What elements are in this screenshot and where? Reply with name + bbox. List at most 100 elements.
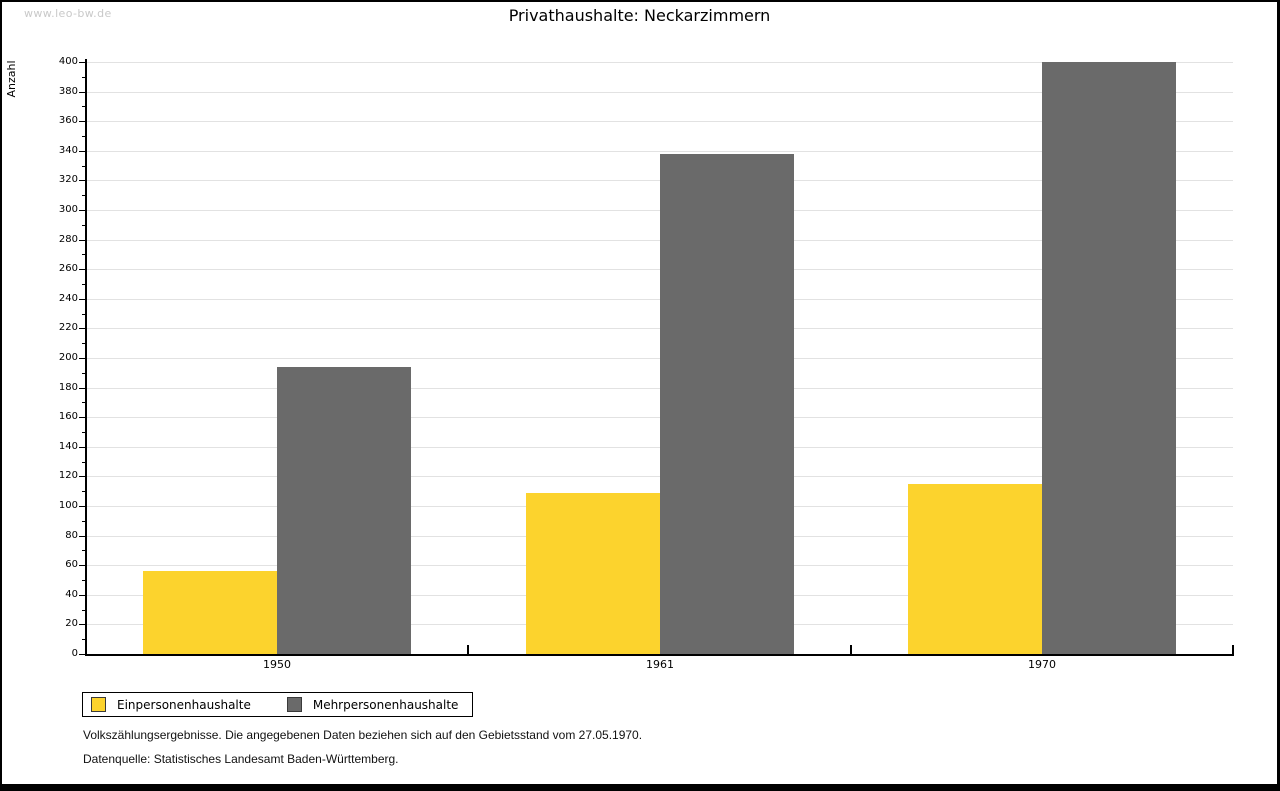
y-tick-label-100: 100 (58, 500, 78, 511)
y-gridline-240 (86, 299, 1233, 300)
footnote-data-source: Datenquelle: Statistisches Landesamt Bad… (83, 752, 399, 766)
y-axis-line (85, 59, 87, 656)
y-minor-tick-90 (82, 521, 86, 522)
y-tick-120 (79, 476, 86, 477)
y-tick-220 (79, 328, 86, 329)
y-gridline-120 (86, 476, 1233, 477)
y-gridline-200 (86, 358, 1233, 359)
y-tick-300 (79, 210, 86, 211)
y-tick-60 (79, 565, 86, 566)
y-gridline-400 (86, 62, 1233, 63)
y-tick-140 (79, 447, 86, 448)
chart-title: Privathaushalte: Neckarzimmern (508, 6, 771, 25)
y-tick-320 (79, 180, 86, 181)
x-category-tick-3 (1232, 645, 1234, 654)
y-tick-label-300: 300 (58, 204, 78, 215)
legend-swatch-einpersonenhaushalte (91, 697, 106, 712)
x-tick-label-1961: 1961 (646, 658, 674, 671)
y-tick-label-240: 240 (58, 293, 78, 304)
y-gridline-140 (86, 447, 1233, 448)
y-minor-tick-270 (82, 254, 86, 255)
y-tick-label-0: 0 (71, 648, 78, 659)
y-tick-40 (79, 595, 86, 596)
bar-mehrpersonenhaushalte-1961 (660, 154, 794, 654)
bar-mehrpersonenhaushalte-1970 (1042, 62, 1176, 654)
legend-swatch-mehrpersonenhaushalte (286, 697, 302, 712)
y-tick-80 (79, 536, 86, 537)
y-tick-label-380: 380 (58, 86, 78, 97)
y-tick-label-400: 400 (58, 56, 78, 67)
y-tick-label-40: 40 (65, 589, 78, 600)
y-gridline-280 (86, 240, 1233, 241)
y-minor-tick-150 (82, 432, 86, 433)
y-tick-label-180: 180 (58, 382, 78, 393)
y-tick-240 (79, 299, 86, 300)
y-tick-160 (79, 417, 86, 418)
bar-einpersonenhaushalte-1961 (526, 493, 660, 654)
y-tick-label-80: 80 (65, 530, 78, 541)
y-tick-0 (79, 654, 86, 655)
y-tick-label-60: 60 (65, 559, 78, 570)
y-minor-tick-190 (82, 373, 86, 374)
y-tick-label-160: 160 (58, 411, 78, 422)
y-tick-260 (79, 269, 86, 270)
y-minor-tick-130 (82, 462, 86, 463)
y-gridline-360 (86, 121, 1233, 122)
y-minor-tick-330 (82, 166, 86, 167)
legend-box: Einpersonenhaushalte Mehrpersonenhaushal… (82, 692, 474, 717)
y-tick-label-360: 360 (58, 115, 78, 126)
y-gridline-320 (86, 180, 1233, 181)
y-minor-tick-250 (82, 284, 86, 285)
y-minor-tick-350 (82, 136, 86, 137)
x-category-tick-1 (467, 645, 469, 654)
y-minor-tick-390 (82, 77, 86, 78)
bar-einpersonenhaushalte-1950 (143, 571, 277, 654)
y-tick-label-220: 220 (58, 322, 78, 333)
y-tick-label-120: 120 (58, 470, 78, 481)
y-tick-label-260: 260 (58, 263, 78, 274)
y-gridline-300 (86, 210, 1233, 211)
x-axis-line (85, 654, 1234, 656)
legend-label-einpersonenhaushalte: Einpersonenhaushalte (117, 697, 251, 712)
y-minor-tick-170 (82, 402, 86, 403)
y-tick-label-20: 20 (65, 618, 78, 629)
y-minor-tick-10 (82, 639, 86, 640)
bar-mehrpersonenhaushalte-1950 (277, 367, 411, 654)
y-gridline-220 (86, 328, 1233, 329)
y-tick-20 (79, 624, 86, 625)
y-tick-label-320: 320 (58, 174, 78, 185)
y-minor-tick-30 (82, 610, 86, 611)
bar-einpersonenhaushalte-1970 (908, 484, 1042, 654)
y-minor-tick-70 (82, 550, 86, 551)
y-minor-tick-370 (82, 106, 86, 107)
footnote-source-note: Volkszählungsergebnisse. Die angegebenen… (83, 728, 643, 742)
y-tick-380 (79, 92, 86, 93)
y-minor-tick-110 (82, 491, 86, 492)
y-tick-label-140: 140 (58, 441, 78, 452)
y-minor-tick-230 (82, 314, 86, 315)
x-category-tick-2 (850, 645, 852, 654)
y-gridline-340 (86, 151, 1233, 152)
y-minor-tick-210 (82, 343, 86, 344)
y-tick-180 (79, 388, 86, 389)
legend-label-mehrpersonenhaushalte: Mehrpersonenhaushalte (312, 697, 459, 712)
y-gridline-260 (86, 269, 1233, 270)
x-tick-label-1950: 1950 (263, 658, 291, 671)
y-gridline-180 (86, 388, 1233, 389)
y-tick-label-200: 200 (58, 352, 78, 363)
y-minor-tick-290 (82, 225, 86, 226)
y-gridline-380 (86, 92, 1233, 93)
y-minor-tick-310 (82, 195, 86, 196)
y-tick-100 (79, 506, 86, 507)
y-gridline-160 (86, 417, 1233, 418)
y-tick-400 (79, 62, 86, 63)
watermark-text: www.leo-bw.de (24, 7, 112, 20)
y-tick-340 (79, 151, 86, 152)
y-tick-200 (79, 358, 86, 359)
y-tick-360 (79, 121, 86, 122)
y-minor-tick-50 (82, 580, 86, 581)
y-axis-title: Anzahl (5, 60, 18, 98)
y-tick-label-280: 280 (58, 234, 78, 245)
y-tick-280 (79, 240, 86, 241)
